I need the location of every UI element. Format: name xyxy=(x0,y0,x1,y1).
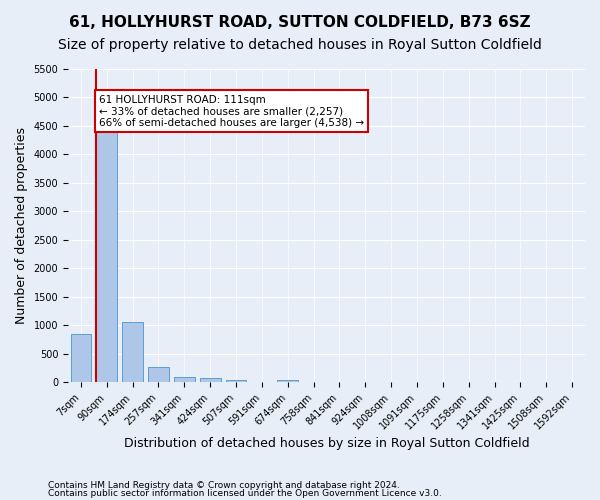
Text: 61 HOLLYHURST ROAD: 111sqm
← 33% of detached houses are smaller (2,257)
66% of s: 61 HOLLYHURST ROAD: 111sqm ← 33% of deta… xyxy=(99,94,364,128)
Text: 61, HOLLYHURST ROAD, SUTTON COLDFIELD, B73 6SZ: 61, HOLLYHURST ROAD, SUTTON COLDFIELD, B… xyxy=(69,15,531,30)
Bar xyxy=(122,322,143,382)
Text: Contains public sector information licensed under the Open Government Licence v3: Contains public sector information licen… xyxy=(48,488,442,498)
Bar xyxy=(200,378,221,382)
Bar xyxy=(71,334,91,382)
X-axis label: Distribution of detached houses by size in Royal Sutton Coldfield: Distribution of detached houses by size … xyxy=(124,437,529,450)
Y-axis label: Number of detached properties: Number of detached properties xyxy=(15,127,28,324)
Bar xyxy=(148,367,169,382)
Bar xyxy=(226,380,247,382)
Bar xyxy=(174,378,194,382)
Bar xyxy=(277,380,298,382)
Bar xyxy=(97,123,117,382)
Text: Size of property relative to detached houses in Royal Sutton Coldfield: Size of property relative to detached ho… xyxy=(58,38,542,52)
Text: Contains HM Land Registry data © Crown copyright and database right 2024.: Contains HM Land Registry data © Crown c… xyxy=(48,481,400,490)
